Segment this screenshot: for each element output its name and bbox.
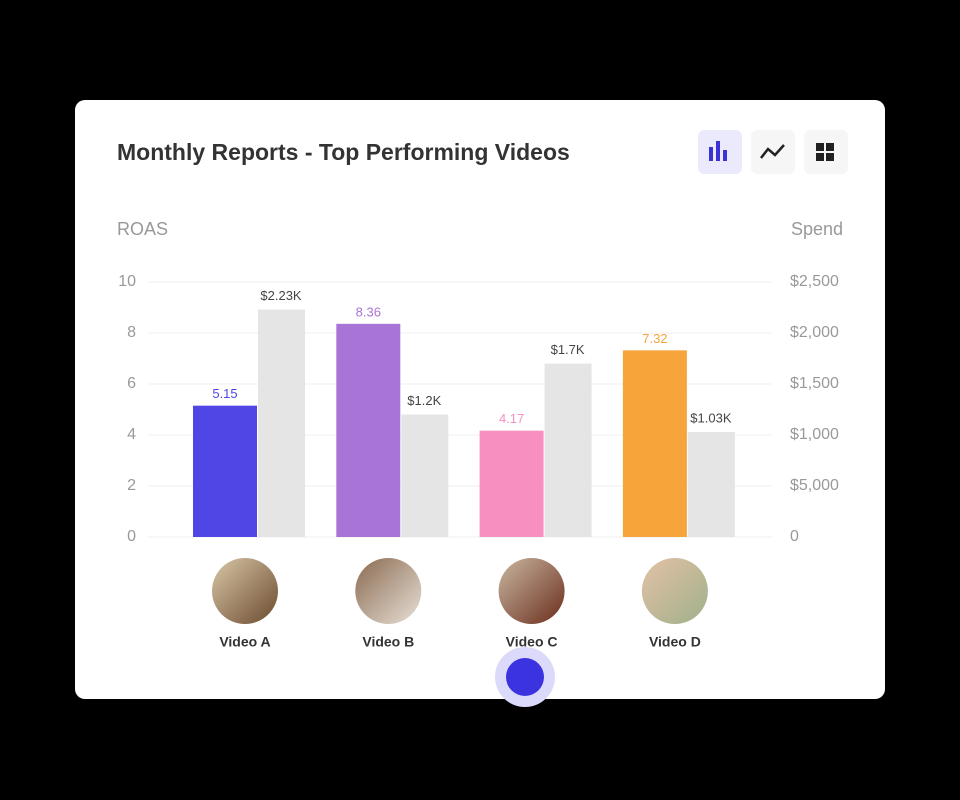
icon <box>826 153 834 161</box>
spend-value-label: $2.23K <box>260 288 302 303</box>
spend-bar <box>401 414 449 537</box>
y2-tick-label: $1,000 <box>790 426 839 443</box>
y-tick-label: 4 <box>127 426 136 443</box>
x-tick-label: Video A <box>219 634 270 650</box>
video-thumbnail <box>355 558 422 624</box>
y-tick-label: 0 <box>127 528 136 545</box>
card <box>75 100 885 699</box>
y-axis-title: ROAS <box>117 219 168 239</box>
video-thumbnail <box>498 558 565 624</box>
roas-bar <box>479 430 544 537</box>
y-tick-label: 8 <box>127 324 136 341</box>
video-thumbnail <box>212 558 278 624</box>
spend-value-label: $1.2K <box>407 393 441 408</box>
icon <box>826 143 834 151</box>
spend-bar <box>258 309 305 537</box>
y2-axis-title: Spend <box>791 219 843 239</box>
x-tick-label: Video D <box>649 634 701 650</box>
y-tick-label: 2 <box>127 477 136 494</box>
roas-bar <box>193 405 257 537</box>
y2-tick-label: $2,500 <box>790 273 839 290</box>
y-tick-label: 6 <box>127 375 136 392</box>
x-tick-label: Video B <box>362 634 414 650</box>
spend-value-label: $1.7K <box>551 342 585 357</box>
roas-bar <box>622 350 687 537</box>
y2-tick-label: $2,000 <box>790 324 839 341</box>
y2-tick-label: $1,500 <box>790 375 839 392</box>
icon <box>723 150 727 161</box>
video-thumbnail <box>641 558 708 624</box>
grid-view-button[interactable] <box>804 130 848 174</box>
icon <box>709 147 713 161</box>
roas-value-label: 8.36 <box>356 304 381 319</box>
y-tick-label: 10 <box>118 273 136 290</box>
roas-value-label: 4.17 <box>499 411 524 426</box>
carousel-indicator[interactable] <box>506 658 544 696</box>
x-tick-label: Video C <box>506 634 558 650</box>
roas-value-label: 7.32 <box>642 331 667 346</box>
roas-value-label: 5.15 <box>212 386 237 401</box>
y2-tick-label: $5,000 <box>790 477 839 494</box>
spend-bar <box>544 363 592 537</box>
roas-bar <box>336 323 401 537</box>
y2-tick-label: 0 <box>790 528 799 545</box>
chart-title: Monthly Reports - Top Performing Videos <box>117 139 570 165</box>
icon <box>760 144 785 159</box>
icon <box>716 141 720 161</box>
chart-type-switch <box>698 130 848 174</box>
plot: 0 2 4 6 8 10 0 $5,000 $1,000 $1,500 $2,000 $2,500 5.… <box>118 273 839 649</box>
spend-value-label: $1.03K <box>690 410 732 425</box>
spend-bar <box>687 431 735 537</box>
icon <box>816 143 824 151</box>
icon <box>816 153 824 161</box>
